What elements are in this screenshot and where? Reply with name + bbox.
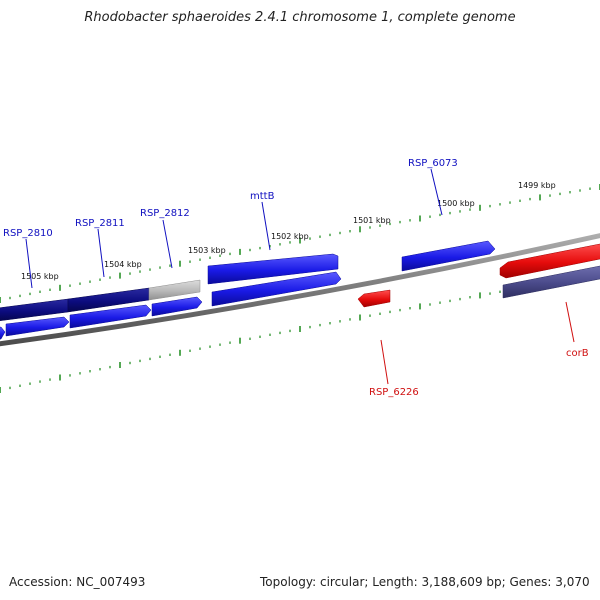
scale-label-1499: 1499 kbp — [518, 181, 556, 190]
gene-rsp2810-arrow[interactable] — [5, 316, 70, 337]
gene-rsp6073-arrow[interactable] — [401, 240, 496, 272]
outer-tick-ring — [0, 184, 600, 303]
leader-corB — [565, 301, 575, 343]
gene-label-mttB[interactable]: mttB — [250, 191, 275, 202]
genome-backbone — [0, 233, 600, 347]
gene-label-rsp6226[interactable]: RSP_6226 — [369, 387, 419, 398]
leader-rsp6073 — [430, 168, 443, 216]
gene-rsp2812-arrow[interactable] — [151, 296, 203, 317]
scale-label-1501: 1501 kbp — [353, 216, 391, 225]
forward-genes-inner — [0, 271, 342, 340]
gene-blue-left[interactable] — [0, 326, 6, 340]
gene-mttB-lower-arrow[interactable] — [211, 271, 342, 307]
gene-label-rsp2811[interactable]: RSP_2811 — [75, 218, 125, 229]
leader-rsp6226 — [380, 339, 389, 385]
reverse-genes — [357, 265, 600, 308]
scale-label-1503: 1503 kbp — [188, 246, 226, 255]
leader-rsp2810 — [25, 238, 33, 289]
scale-label-1500: 1500 kbp — [437, 199, 475, 208]
forward-genes-outer — [0, 240, 600, 321]
gene-label-rsp2812[interactable]: RSP_2812 — [140, 208, 190, 219]
leader-rsp2811 — [97, 228, 105, 278]
gene-label-corB[interactable]: corB — [566, 348, 589, 359]
label-leaders — [25, 168, 575, 385]
gene-label-rsp2810[interactable]: RSP_2810 — [3, 228, 53, 239]
map-title: Rhodobacter sphaeroides 2.4.1 chromosome… — [84, 10, 516, 25]
accession-text: Accession: NC_007493 — [9, 575, 146, 589]
gene-rsp2811-arrow[interactable] — [69, 304, 152, 329]
gene-purple[interactable] — [502, 265, 600, 299]
gene-gray[interactable] — [148, 279, 201, 301]
scale-label-1504: 1504 kbp — [104, 260, 142, 269]
gene-corB-arrow[interactable] — [499, 243, 600, 279]
leader-rsp2812 — [162, 219, 173, 269]
genome-summary-text: Topology: circular; Length: 3,188,609 bp… — [260, 575, 590, 589]
scale-label-1502: 1502 kbp — [271, 232, 309, 241]
gene-mttB-arrow[interactable] — [207, 253, 339, 285]
scale-label-1505: 1505 kbp — [21, 272, 59, 281]
gene-labels: RSP_6073 mttB RSP_2812 RSP_2811 RSP_2810… — [3, 158, 589, 398]
scale-labels: 1499 kbp 1500 kbp 1501 kbp 1502 kbp 1503… — [21, 181, 556, 281]
leader-mttB — [261, 201, 271, 251]
gene-rsp6226-arrow[interactable] — [357, 289, 391, 308]
gene-label-rsp6073[interactable]: RSP_6073 — [408, 158, 458, 169]
